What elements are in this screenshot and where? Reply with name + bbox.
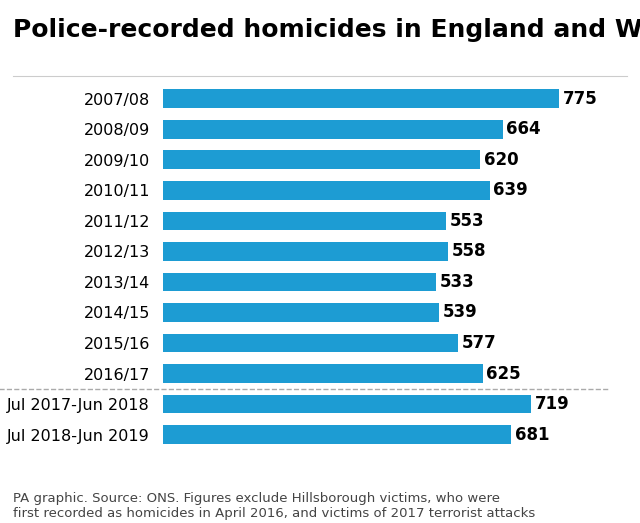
Text: 539: 539 — [442, 303, 477, 322]
Text: 681: 681 — [515, 426, 550, 444]
Bar — [163, 394, 531, 414]
Text: 558: 558 — [452, 243, 486, 260]
Text: Police-recorded homicides in England and Wales: Police-recorded homicides in England and… — [13, 18, 640, 42]
Text: 664: 664 — [506, 120, 541, 139]
Text: 533: 533 — [439, 273, 474, 291]
Text: 553: 553 — [449, 212, 484, 230]
Bar — [163, 242, 449, 261]
Bar — [163, 181, 490, 200]
Bar — [163, 272, 436, 291]
Bar — [163, 89, 559, 108]
Bar — [163, 303, 439, 322]
Text: 775: 775 — [563, 90, 598, 108]
Bar — [163, 425, 511, 444]
Bar — [163, 120, 502, 139]
Bar — [163, 334, 458, 353]
Text: 639: 639 — [493, 181, 528, 199]
Bar — [163, 364, 483, 383]
Text: 620: 620 — [484, 151, 518, 169]
Bar — [163, 211, 446, 231]
Text: PA graphic. Source: ONS. Figures exclude Hillsborough victims, who were
first re: PA graphic. Source: ONS. Figures exclude… — [13, 492, 535, 520]
Text: 719: 719 — [534, 395, 569, 413]
Bar — [163, 151, 480, 169]
Text: 577: 577 — [462, 334, 497, 352]
Text: 625: 625 — [486, 365, 521, 382]
